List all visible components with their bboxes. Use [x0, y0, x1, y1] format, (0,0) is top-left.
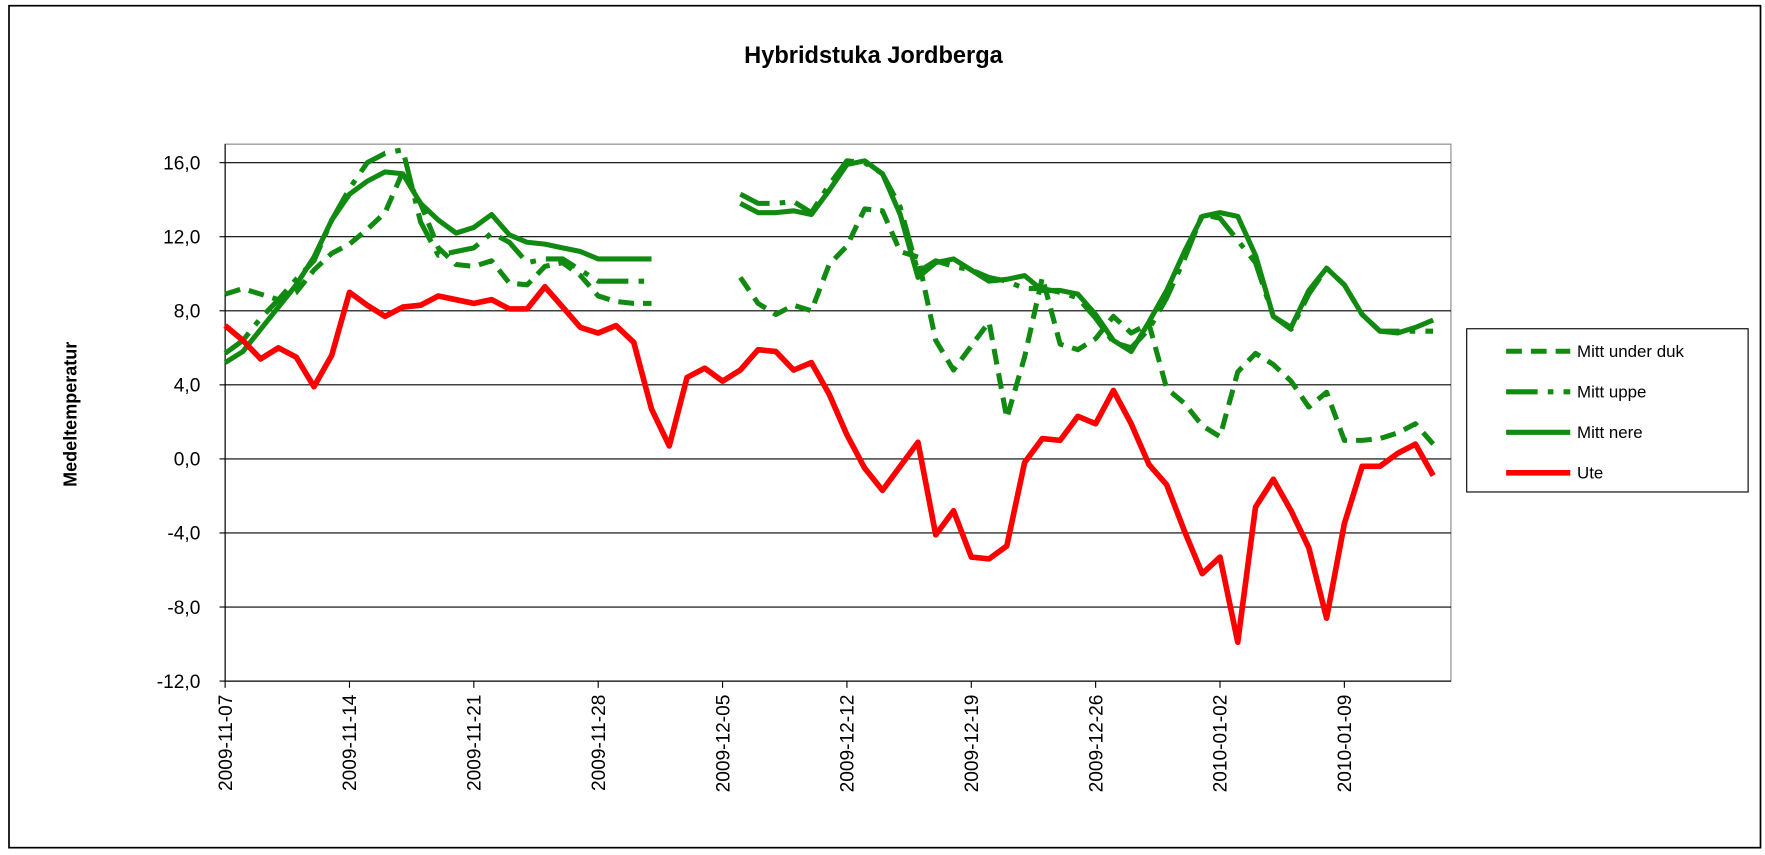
legend-box [1466, 328, 1749, 493]
y-tick-label: 12,0 [163, 227, 200, 248]
y-tick-label: 8,0 [174, 302, 201, 323]
chart-title: Hybridstuka Jordberga [744, 43, 1003, 69]
y-tick-label: -12,0 [157, 672, 201, 693]
y-tick-label: 4,0 [174, 376, 201, 397]
legend-label: Mitt under duk [1577, 342, 1684, 361]
y-tick-label: 16,0 [163, 153, 200, 174]
legend-label: Mitt nere [1577, 423, 1643, 442]
y-axis-label: Medeltemperatur [61, 342, 81, 487]
x-tick-label: 2010-01-02 [1211, 695, 1232, 793]
y-tick-label: 0,0 [174, 450, 201, 471]
x-tick-label: 2009-12-19 [962, 695, 983, 793]
legend: Mitt under duk Mitt uppe Mitt nere Ute [1466, 328, 1749, 493]
x-tick-label: 2009-11-14 [340, 694, 361, 791]
x-tick-label: 2009-12-26 [1086, 695, 1107, 793]
x-tick-label: 2009-11-21 [465, 695, 486, 791]
x-tick-label: 2009-12-12 [838, 695, 859, 793]
y-tick-label: -4,0 [167, 524, 200, 545]
y-tick-label: -8,0 [167, 598, 200, 619]
legend-label: Ute [1577, 463, 1603, 482]
x-tick-label: 2010-01-09 [1335, 695, 1356, 793]
x-tick-label: 2009-11-07 [216, 695, 237, 791]
x-tick-label: 2009-12-05 [713, 695, 734, 793]
series-line [223, 158, 1435, 365]
legend-label: Mitt uppe [1577, 382, 1646, 401]
x-tick-label: 2009-11-28 [589, 695, 610, 791]
series-line [224, 169, 1436, 446]
series-line [223, 283, 1436, 646]
